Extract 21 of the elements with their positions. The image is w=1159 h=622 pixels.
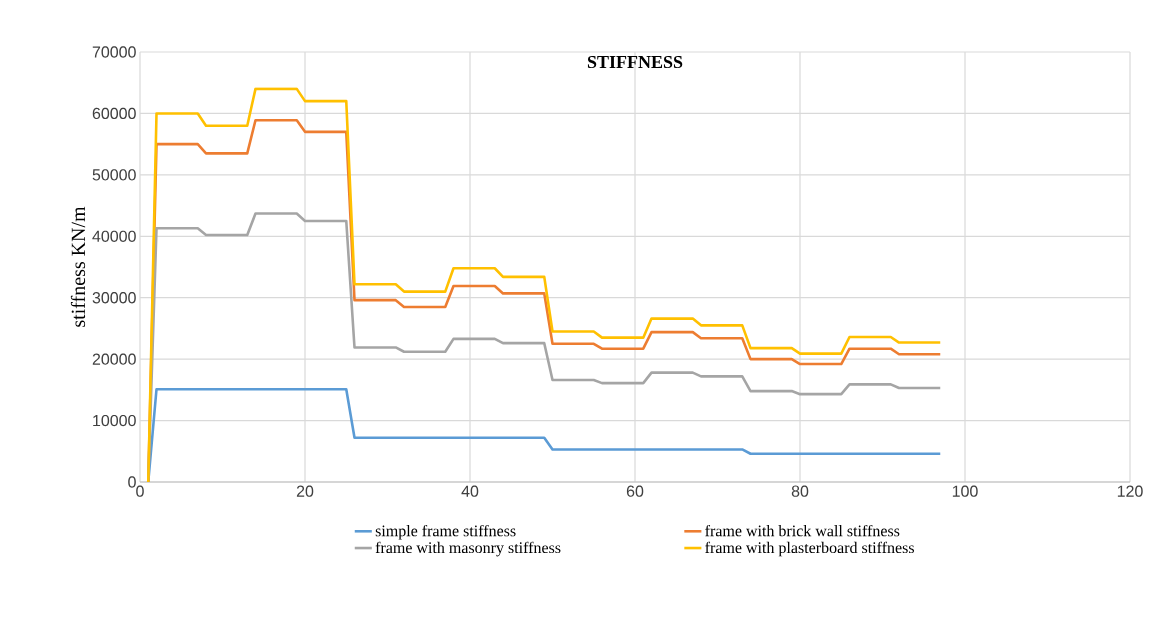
y-axis-title: stiffness KN/m [70, 206, 86, 327]
y-tick-label: 0 [128, 476, 136, 488]
y-tick-label: 20000 [92, 353, 136, 365]
x-tick-label: 20 [296, 485, 314, 497]
x-tick-label: 80 [791, 485, 809, 497]
x-tick-label: 100 [952, 485, 978, 497]
y-tick-label: 50000 [92, 169, 136, 181]
legend-label: frame with masonry stiffness [375, 541, 561, 557]
legend-label: frame with plasterboard stiffness [705, 541, 914, 557]
y-tick-label: 30000 [92, 292, 136, 304]
x-tick-label: 0 [136, 485, 144, 497]
legend-label: frame with brick wall stiffness [705, 524, 900, 537]
x-tick-label: 120 [1117, 485, 1143, 497]
y-tick-label: 10000 [93, 414, 136, 427]
y-tick-label: 40000 [92, 230, 136, 242]
x-tick-label: 40 [461, 485, 479, 497]
chart-title: STIFFNESS [587, 55, 683, 69]
legend-label: simple frame stiffness [375, 524, 516, 540]
y-tick-label: 70000 [92, 46, 136, 58]
x-tick-label: 60 [626, 485, 644, 497]
y-tick-label: 60000 [92, 107, 136, 120]
